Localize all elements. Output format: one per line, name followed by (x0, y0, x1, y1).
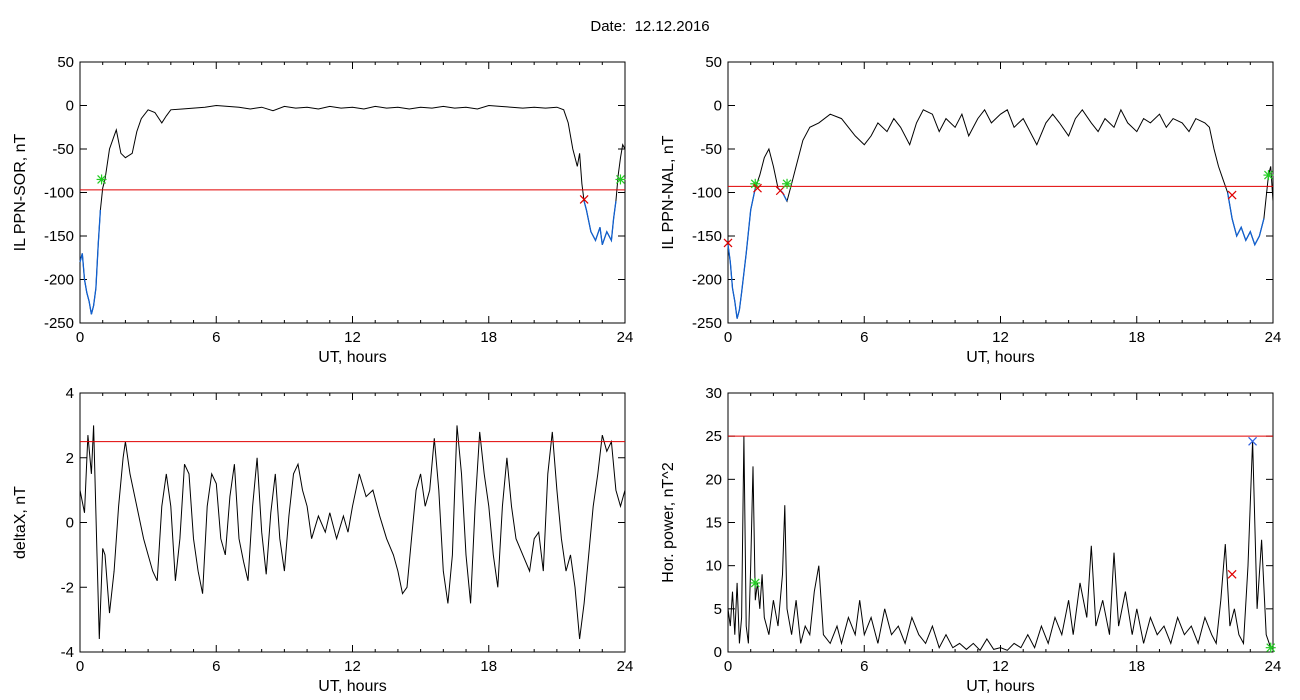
event-marker-x (1227, 569, 1237, 579)
x-tick-label: 12 (992, 658, 1009, 675)
event-marker-star (615, 174, 626, 185)
marker-stroke (1227, 190, 1237, 200)
y-tick-label: -200 (44, 272, 74, 289)
event-marker-star (782, 178, 793, 189)
x-tick-label: 6 (212, 329, 220, 346)
marker-stroke (579, 195, 589, 204)
x-tick-label: 12 (992, 329, 1009, 346)
x-tick-label: 24 (617, 329, 634, 346)
below-threshold-segment (583, 201, 617, 245)
series-line (79, 425, 626, 640)
x-tick-label: 18 (480, 658, 497, 675)
title-date: 12.12.2016 (634, 18, 710, 35)
x-tick-label: 12 (344, 329, 361, 346)
x-tick-label: 6 (860, 329, 868, 346)
y-tick-label: -2 (61, 579, 74, 596)
y-tick-label: -50 (52, 141, 74, 158)
x-tick-label: 18 (1128, 329, 1145, 346)
event-marker-x (775, 186, 785, 196)
y-tick-label: 4 (66, 385, 74, 402)
chart-panel-il-ppn-sor: 0 6 12 18 24 50 0 -50 -100 -150 -200 -250 UT, hours I… (12, 54, 633, 366)
event-marker-x (753, 183, 762, 193)
plot-frame (727, 392, 1274, 653)
event-marker-star (750, 577, 761, 588)
x-axis-label: UT, hours (966, 678, 1034, 695)
y-axis-label: IL PPN-NAL, nT (660, 135, 677, 249)
y-tick-label: 10 (705, 558, 722, 575)
x-tick-label: 0 (76, 329, 84, 346)
chart-panel-hor-power: 0 6 12 18 24 30 25 20 15 10 5 0 UT, hours Hor. power,… (660, 385, 1281, 695)
y-tick-label: 0 (714, 644, 722, 661)
plot-frame (79, 61, 626, 324)
x-tick-label: 0 (76, 658, 84, 675)
event-marker-x (579, 195, 589, 204)
x-tick-label: 6 (212, 658, 220, 675)
event-marker-star (96, 174, 107, 185)
y-tick-label: -250 (692, 315, 722, 332)
y-tick-label: 0 (714, 98, 722, 115)
y-tick-label: 15 (705, 515, 722, 532)
y-tick-label: -50 (700, 141, 722, 158)
below-threshold-segment (727, 187, 756, 319)
marker-stroke (1227, 569, 1237, 579)
y-tick-label: -150 (44, 228, 74, 245)
below-threshold-segment (1226, 192, 1265, 247)
marker-stroke (753, 183, 762, 193)
series-line (727, 108, 1274, 319)
x-axis-label: UT, hours (966, 349, 1034, 366)
y-tick-label: -100 (692, 185, 722, 202)
chart-panel-il-ppn-nal: 0 6 12 18 24 50 0 -50 -100 -150 -200 -250 UT, hours I… (660, 54, 1281, 366)
series-line (727, 436, 1273, 652)
event-marker-x (1248, 436, 1257, 446)
x-tick-label: 0 (724, 658, 732, 675)
x-tick-label: 18 (480, 329, 497, 346)
x-tick-label: 24 (1265, 329, 1282, 346)
y-tick-label: 2 (66, 450, 74, 467)
y-tick-label: -4 (61, 644, 74, 661)
plot-frame (727, 61, 1274, 324)
marker-stroke (723, 238, 733, 248)
x-tick-label: 24 (1265, 658, 1282, 675)
event-marker-star (1263, 170, 1274, 181)
y-tick-label: 30 (705, 385, 722, 402)
x-tick-label: 12 (344, 658, 361, 675)
y-tick-label: 0 (66, 98, 74, 115)
y-tick-label: 0 (66, 515, 74, 532)
event-marker-x (723, 238, 733, 248)
chart-panel-deltax: 0 6 12 18 24 4 2 0 -2 -4 UT, hours deltaX, nT (12, 385, 633, 695)
marker-stroke (775, 186, 785, 196)
plot-frame (79, 392, 626, 653)
y-axis-label: Hor. power, nT^2 (660, 462, 677, 583)
y-tick-label: 50 (705, 54, 722, 71)
y-tick-label: -150 (692, 228, 722, 245)
below-threshold-segment (79, 209, 102, 315)
y-axis-label: IL PPN-SOR, nT (12, 133, 29, 251)
title-label: Date: (590, 18, 627, 35)
event-marker-star (1265, 642, 1276, 653)
marker-stroke (1248, 436, 1257, 446)
event-marker-x (1227, 190, 1237, 200)
y-tick-label: -100 (44, 185, 74, 202)
y-tick-label: -250 (44, 315, 74, 332)
x-tick-label: 6 (860, 658, 868, 675)
y-tick-label: 5 (714, 601, 722, 618)
y-axis-label: deltaX, nT (12, 486, 29, 559)
series-line (79, 104, 626, 315)
x-tick-label: 0 (724, 329, 732, 346)
page-title: Date: 12.12.2016 (0, 18, 1300, 35)
event-marker-star (750, 178, 761, 189)
y-tick-label: 25 (705, 428, 722, 445)
y-tick-label: -200 (692, 272, 722, 289)
x-axis-label: UT, hours (318, 678, 386, 695)
y-tick-label: 20 (705, 471, 722, 488)
x-axis-label: UT, hours (318, 349, 386, 366)
x-tick-label: 24 (617, 658, 634, 675)
y-tick-label: 50 (57, 54, 74, 71)
x-tick-label: 18 (1128, 658, 1145, 675)
